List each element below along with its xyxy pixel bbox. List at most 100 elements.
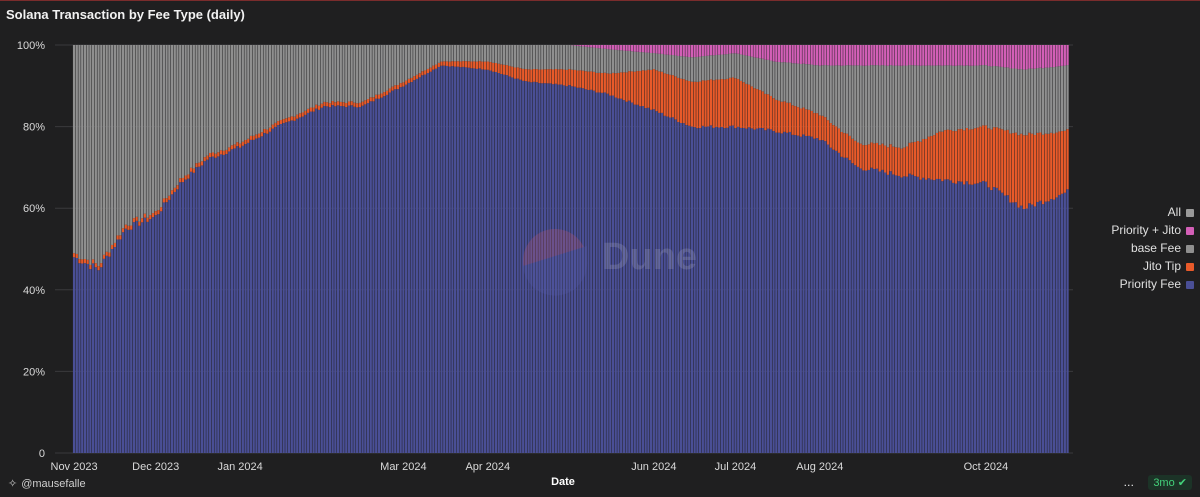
bar-segment-priority_fee [399,87,402,454]
bar-segment-priority_fee [260,136,263,454]
bar-segment-base_fee [813,65,816,114]
bar-segment-jito_tip [1036,132,1039,202]
legend-item-base-fee[interactable]: base Fee [1111,239,1194,257]
bar-segment-priority_jito [573,45,576,46]
bar-segment-base_fee [1061,65,1064,132]
bar-segment-base_fee [584,46,587,72]
bar-segment-priority_jito [639,45,642,53]
bar-segment-jito_tip [581,70,585,89]
bar-segment-priority_jito [745,45,748,56]
bar-segment-priority_fee [557,84,560,453]
bar-segment-jito_tip [900,148,903,178]
bar-segment-priority_jito [979,45,982,66]
bar-segment-priority_fee [236,146,239,453]
bar-segment-jito_tip [933,135,936,181]
bar-segment-priority_fee [829,147,832,453]
bar-segment-jito_tip [121,228,125,233]
bar-segment-priority_jito [696,45,699,57]
legend-item-all[interactable]: All [1111,203,1194,221]
bar-segment-priority_fee [195,167,198,453]
bar-segment-priority_jito [927,45,930,66]
bar-segment-priority_jito [873,45,876,66]
bar-segment-jito_tip [810,110,813,137]
bar-segment-priority_fee [568,85,571,453]
bar-segment-jito_tip [119,235,122,240]
bar-segment-priority_fee [581,88,585,453]
bar-segment-base_fee [870,65,873,143]
bar-segment-jito_tip [426,68,430,74]
legend-item-jito-tip[interactable]: Jito Tip [1111,257,1194,275]
bar-segment-base_fee [165,45,168,199]
bar-segment-priority_jito [897,45,900,66]
bar-segment-base_fee [875,65,879,143]
bar-segment-base_fee [943,65,947,131]
bar-segment-priority_fee [576,87,579,453]
legend-item-priority-jito[interactable]: Priority + Jito [1111,221,1194,239]
bar-segment-priority_jito [859,45,862,66]
bar-segment-base_fee [968,65,971,130]
bar-segment-base_fee [609,49,612,74]
bar-segment-priority_fee [228,151,231,453]
bar-segment-base_fee [908,65,911,143]
bar-segment-jito_tip [383,92,386,97]
bar-segment-jito_tip [671,75,674,118]
bar-segment-jito_tip [277,121,280,126]
legend-item-priority-fee[interactable]: Priority Fee [1111,275,1194,293]
bar-segment-priority_fee [987,187,990,454]
bar-segment-priority_jito [753,45,756,58]
bar-segment-priority_fee [1009,202,1012,453]
bar-segment-base_fee [470,45,473,62]
bar-segment-jito_tip [772,98,775,131]
bar-segment-priority_fee [489,70,492,454]
bar-segment-priority_fee [870,167,873,454]
bar-segment-jito_tip [358,102,361,108]
bar-segment-base_fee [222,45,225,151]
bar-segment-base_fee [307,45,310,109]
bar-segment-priority_fee [377,98,381,453]
bar-segment-priority_fee [685,125,688,453]
bar-segment-priority_fee [889,171,892,453]
bar-segment-base_fee [434,45,438,65]
bar-segment-jito_tip [331,101,334,106]
bar-segment-priority_jito [1028,45,1031,69]
bar-segment-priority_fee [413,80,416,454]
y-tick-label: 80% [23,122,45,134]
bar-segment-jito_tip [448,61,451,67]
bar-segment-priority_fee [865,170,868,453]
bar-segment-priority_fee [1055,197,1058,453]
refresh-badge[interactable]: 3mo ✔ [1148,475,1192,490]
bar-segment-base_fee [326,45,329,103]
bar-segment-base_fee [116,45,119,236]
bar-segment-priority_jito [715,45,718,55]
bar-segment-base_fee [628,50,631,72]
bar-segment-priority_fee [701,125,704,453]
bar-segment-jito_tip [394,85,397,90]
bar-segment-base_fee [113,45,116,243]
bar-segment-jito_tip [91,259,95,264]
bar-segment-jito_tip [391,86,394,91]
bar-segment-base_fee [266,45,269,130]
bar-segment-jito_tip [666,74,669,117]
bar-segment-jito_tip [843,133,846,158]
bar-segment-jito_tip [568,69,571,86]
bar-segment-base_fee [916,65,919,142]
bar-segment-jito_tip [535,69,538,83]
bar-segment-priority_jito [761,45,764,59]
bar-segment-priority_jito [924,45,928,66]
bar-segment-base_fee [772,61,775,99]
bar-segment-priority_fee [396,89,400,454]
bar-segment-priority_fee [492,71,495,453]
bar-segment-priority_fee [549,83,552,453]
bar-segment-jito_tip [230,145,234,150]
bar-segment-priority_fee [154,215,157,453]
bar-segment-base_fee [535,45,538,70]
more-options-button[interactable]: … [1123,477,1136,489]
bar-segment-priority_fee [75,258,78,453]
bar-segment-jito_tip [451,61,454,67]
bar-segment-jito_tip [342,102,345,107]
bar-segment-jito_tip [323,101,326,106]
bar-segment-priority_jito [1033,45,1037,69]
bar-segment-jito_tip [1052,133,1056,200]
bar-segment-priority_jito [592,45,596,48]
author-link[interactable]: ✧ @mausefalle [8,477,86,490]
